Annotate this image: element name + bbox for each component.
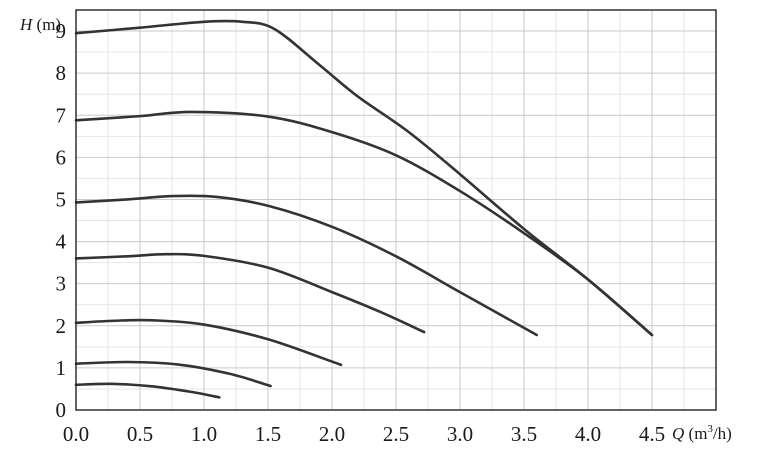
x-axis-unit-superscript: 3 [707, 423, 713, 435]
x-tick-label: 4.5 [639, 422, 665, 446]
x-axis-unit: (m [684, 424, 707, 443]
y-tick-label: 7 [56, 103, 67, 127]
y-tick-labels: 0 1 2 3 4 5 6 7 8 9 [56, 19, 67, 422]
x-axis-unit-tail: /h) [713, 424, 732, 443]
x-tick-label: 0.5 [127, 422, 153, 446]
x-tick-label: 3.0 [447, 422, 473, 446]
performance-curve-1 [74, 19, 654, 337]
performance-curve-4 [74, 252, 426, 334]
x-tick-label: 0.0 [63, 422, 89, 446]
y-tick-label: 9 [56, 19, 67, 43]
curves [74, 19, 654, 399]
x-tick-label: 2.0 [319, 422, 345, 446]
x-tick-labels: 0.0 0.5 1.0 1.5 2.0 2.5 3.0 3.5 4.0 4.5 [63, 422, 665, 446]
y-tick-label: 3 [56, 272, 67, 296]
x-tick-label: 2.5 [383, 422, 409, 446]
y-tick-label: 0 [56, 398, 67, 422]
performance-curve-5 [74, 318, 343, 367]
y-tick-label: 2 [56, 314, 67, 338]
grid [75, 9, 716, 411]
y-axis-title: H (m) [19, 15, 61, 34]
y-tick-label: 6 [56, 145, 67, 169]
y-tick-label: 1 [56, 356, 67, 380]
y-axis-symbol: H [19, 15, 34, 34]
x-tick-label: 4.0 [575, 422, 601, 446]
performance-curve-7 [74, 382, 221, 399]
plot-frame [75, 9, 717, 411]
x-axis-title: Q (m3/h) [672, 423, 732, 443]
performance-curve-3 [74, 194, 539, 337]
y-axis-unit: (m) [32, 15, 61, 34]
y-tick-label: 5 [56, 187, 67, 211]
x-tick-label: 3.5 [511, 422, 537, 446]
x-tick-label: 1.5 [255, 422, 281, 446]
y-tick-label: 8 [56, 61, 67, 85]
performance-curve-2 [74, 110, 654, 337]
x-axis-symbol: Q [672, 424, 684, 443]
y-tick-label: 4 [56, 230, 67, 254]
performance-curve-6 [74, 360, 272, 388]
x-tick-label: 1.0 [191, 422, 217, 446]
